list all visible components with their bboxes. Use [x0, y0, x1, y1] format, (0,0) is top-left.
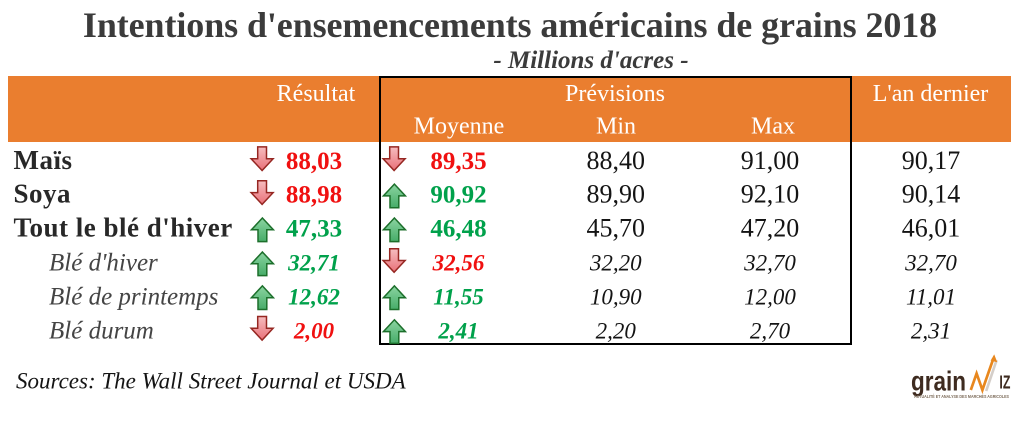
svg-text:90,14: 90,14 [902, 180, 961, 209]
svg-text:2,41: 2,41 [437, 318, 478, 343]
svg-text:2,00: 2,00 [293, 318, 335, 343]
svg-text:Moyenne: Moyenne [414, 113, 505, 139]
svg-text:90,92: 90,92 [430, 182, 486, 209]
svg-text:Blé durum: Blé durum [49, 317, 154, 344]
svg-text:88,40: 88,40 [586, 146, 645, 175]
svg-text:10,90: 10,90 [590, 285, 642, 310]
svg-text:45,70: 45,70 [586, 214, 645, 243]
svg-text:Résultat: Résultat [277, 81, 356, 107]
svg-text:92,10: 92,10 [741, 180, 800, 209]
svg-text:32,56: 32,56 [432, 251, 485, 276]
svg-text:grain: grain [911, 366, 966, 397]
svg-text:11,55: 11,55 [433, 285, 483, 310]
svg-text:2,31: 2,31 [911, 318, 951, 343]
svg-text:32,70: 32,70 [743, 251, 796, 276]
svg-text:90,17: 90,17 [902, 146, 961, 175]
svg-text:Min: Min [596, 113, 636, 139]
svg-text:32,71: 32,71 [287, 251, 340, 276]
svg-text:Max: Max [751, 113, 795, 139]
svg-text:ACTUALITÉ ET ANALYSE DES MARCH: ACTUALITÉ ET ANALYSE DES MARCHÉS AGRICOL… [914, 392, 1009, 399]
svg-text:32,70: 32,70 [904, 251, 957, 276]
svg-text:Intentions d'ensemencements am: Intentions d'ensemencements américains d… [83, 5, 937, 45]
svg-text:IZ: IZ [999, 372, 1010, 393]
svg-text:2,20: 2,20 [596, 318, 637, 343]
svg-text:Soya: Soya [14, 179, 72, 209]
svg-text:Maïs: Maïs [14, 145, 73, 175]
svg-text:11,01: 11,01 [906, 285, 956, 310]
svg-text:46,48: 46,48 [430, 216, 486, 243]
svg-text:89,35: 89,35 [430, 148, 486, 175]
svg-text:Prévisions: Prévisions [565, 81, 665, 107]
svg-text:Blé de printemps: Blé de printemps [49, 284, 218, 311]
svg-text:91,00: 91,00 [741, 146, 800, 175]
svg-text:Blé d'hiver: Blé d'hiver [49, 250, 158, 277]
svg-text:46,01: 46,01 [902, 214, 961, 243]
svg-text:47,20: 47,20 [741, 214, 800, 243]
svg-text:2,70: 2,70 [750, 318, 791, 343]
svg-text:- Millions d'acres -: - Millions d'acres - [493, 47, 688, 74]
svg-text:88,98: 88,98 [286, 182, 342, 209]
svg-text:12,00: 12,00 [744, 285, 796, 310]
svg-text:89,90: 89,90 [586, 180, 645, 209]
svg-text:32,20: 32,20 [589, 251, 642, 276]
svg-text:47,33: 47,33 [286, 216, 342, 243]
svg-text:88,03: 88,03 [286, 148, 342, 175]
svg-text:L'an dernier: L'an dernier [873, 81, 989, 107]
svg-text:Tout le blé d'hiver: Tout le blé d'hiver [14, 213, 233, 243]
svg-text:12,62: 12,62 [288, 285, 340, 310]
svg-text:Sources: The Wall Street Journ: Sources: The Wall Street Journal et USDA [16, 369, 407, 394]
